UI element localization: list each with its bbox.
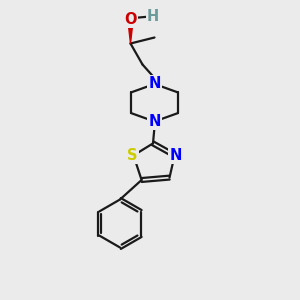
Polygon shape — [128, 20, 133, 44]
Text: H: H — [147, 9, 159, 24]
Text: N: N — [148, 76, 161, 92]
Text: O: O — [124, 12, 137, 27]
Text: N: N — [148, 114, 161, 129]
Text: S: S — [127, 148, 138, 163]
Text: N: N — [169, 148, 182, 163]
